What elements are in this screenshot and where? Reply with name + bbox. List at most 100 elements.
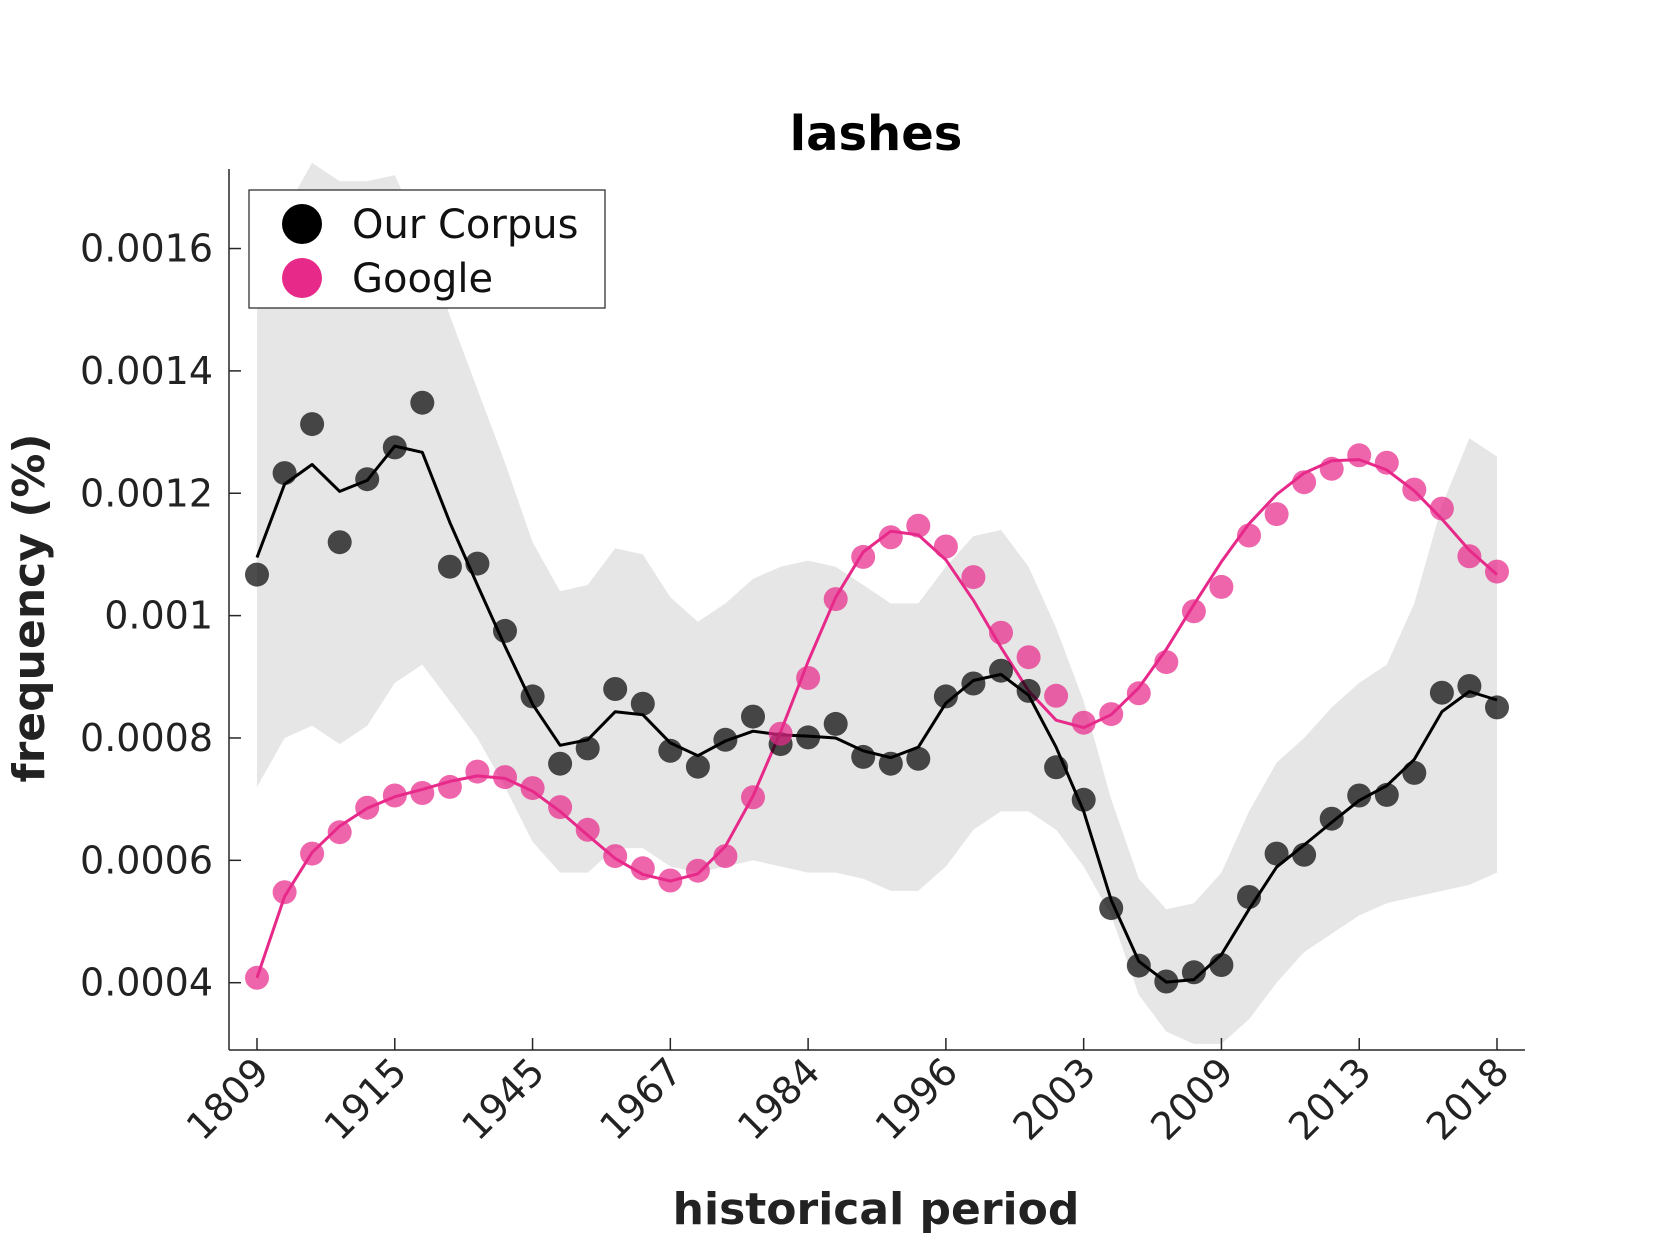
our-corpus-point bbox=[355, 467, 380, 492]
our-corpus-point bbox=[630, 691, 655, 716]
our-corpus-point bbox=[548, 751, 573, 776]
google-point bbox=[1044, 683, 1069, 708]
our-corpus-point bbox=[437, 554, 462, 579]
google-point bbox=[768, 721, 793, 746]
x-axis-label: historical period bbox=[673, 1184, 1080, 1235]
google-point bbox=[1237, 523, 1261, 548]
legend-label-our-corpus: Our Corpus bbox=[352, 202, 578, 248]
our-corpus-point bbox=[851, 744, 876, 769]
google-point bbox=[906, 513, 931, 538]
y-tick-label: 0.0006 bbox=[80, 838, 213, 882]
google-point bbox=[823, 587, 848, 612]
confidence-band-layer bbox=[257, 162, 1497, 1044]
our-corpus-point bbox=[465, 551, 490, 576]
google-point bbox=[355, 795, 380, 820]
chart-title: lashes bbox=[790, 106, 963, 162]
y-tick-label: 0.0012 bbox=[80, 471, 213, 515]
our-corpus-point bbox=[1485, 695, 1509, 720]
y-ticks: 0.0004 0.0006 0.0008 0.001 0.0012 0.0014 0.001… bbox=[80, 227, 241, 1005]
google-point bbox=[1016, 645, 1041, 670]
google-point bbox=[630, 856, 655, 881]
our-corpus-point bbox=[878, 751, 903, 776]
our-corpus-point bbox=[933, 684, 958, 709]
x-tick-label: 1996 bbox=[867, 1049, 967, 1149]
our-corpus-point bbox=[1292, 842, 1317, 867]
google-point bbox=[1209, 574, 1234, 599]
google-point bbox=[1429, 496, 1454, 521]
google-point bbox=[520, 776, 545, 801]
google-point bbox=[548, 795, 573, 820]
our-corpus-point bbox=[1181, 960, 1206, 985]
our-corpus-point bbox=[1209, 953, 1234, 977]
our-corpus-confidence-band bbox=[257, 162, 1497, 1044]
google-point bbox=[603, 844, 628, 869]
x-tick-label: 1915 bbox=[316, 1049, 416, 1149]
our-corpus-point bbox=[1126, 953, 1151, 978]
google-point bbox=[465, 759, 490, 784]
our-corpus-point bbox=[1374, 782, 1399, 807]
our-corpus-point bbox=[327, 530, 352, 555]
our-corpus-point bbox=[575, 736, 600, 761]
google-point bbox=[1319, 456, 1344, 481]
our-corpus-point bbox=[1154, 969, 1179, 994]
google-point bbox=[796, 666, 821, 690]
smoothed-lines-layer bbox=[255, 444, 1498, 984]
google-point bbox=[989, 620, 1013, 645]
our-corpus-point bbox=[272, 461, 297, 486]
our-corpus-point bbox=[1264, 841, 1289, 866]
y-tick-label: 0.0004 bbox=[80, 961, 213, 1005]
google-smoothed-line bbox=[255, 458, 1498, 979]
our-corpus-smoothed-line bbox=[255, 444, 1498, 984]
google-point bbox=[1485, 559, 1509, 584]
legend-label-google: Google bbox=[352, 256, 493, 302]
google-point bbox=[300, 841, 325, 866]
google-point bbox=[658, 868, 683, 893]
google-point bbox=[933, 534, 958, 559]
data-points-layer bbox=[245, 390, 1509, 994]
our-corpus-point bbox=[493, 618, 517, 643]
google-point bbox=[437, 774, 462, 799]
our-corpus-point bbox=[1457, 674, 1482, 698]
our-corpus-point bbox=[300, 412, 325, 437]
our-corpus-point bbox=[1044, 755, 1069, 780]
our-corpus-point bbox=[410, 390, 435, 415]
x-tick-label: 1984 bbox=[729, 1049, 829, 1149]
plot-area bbox=[245, 162, 1509, 1044]
x-tick-label: 1809 bbox=[178, 1049, 278, 1149]
google-point bbox=[741, 785, 765, 810]
google-point bbox=[1099, 702, 1124, 727]
google-point bbox=[851, 544, 876, 569]
our-corpus-point bbox=[1429, 680, 1454, 705]
x-tick-label: 2009 bbox=[1142, 1049, 1242, 1149]
google-point bbox=[1292, 470, 1317, 495]
google-point bbox=[1264, 502, 1289, 527]
y-tick-label: 0.0014 bbox=[80, 349, 213, 393]
our-corpus-point bbox=[989, 658, 1013, 683]
x-tick-label: 2003 bbox=[1005, 1049, 1105, 1149]
y-tick-label: 0.0016 bbox=[80, 227, 213, 271]
google-point bbox=[410, 781, 435, 805]
google-point bbox=[1347, 443, 1372, 468]
google-point bbox=[961, 565, 986, 590]
our-corpus-point bbox=[1016, 678, 1041, 703]
google-point bbox=[272, 880, 297, 905]
google-point bbox=[1402, 477, 1427, 502]
our-corpus-point bbox=[1099, 896, 1124, 921]
google-point bbox=[1126, 681, 1151, 706]
google-point bbox=[575, 817, 600, 842]
our-corpus-point bbox=[1237, 885, 1261, 909]
x-tick-label: 2013 bbox=[1280, 1049, 1380, 1149]
our-corpus-point bbox=[245, 562, 269, 587]
y-tick-label: 0.0008 bbox=[80, 716, 213, 760]
google-point bbox=[327, 820, 352, 845]
x-tick-label: 1945 bbox=[453, 1049, 553, 1149]
our-corpus-point bbox=[796, 725, 821, 750]
google-point bbox=[493, 765, 517, 790]
google-point bbox=[713, 844, 738, 869]
google-point bbox=[1071, 710, 1096, 735]
our-corpus-point bbox=[382, 435, 407, 460]
y-tick-label: 0.001 bbox=[104, 594, 213, 638]
our-corpus-point bbox=[520, 684, 545, 709]
y-axis-label: frequency (%) bbox=[4, 433, 55, 782]
